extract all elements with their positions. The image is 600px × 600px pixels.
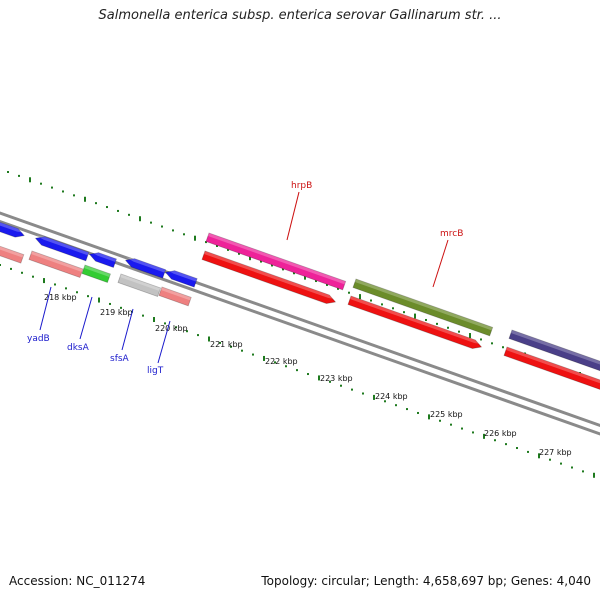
kbp-labels: 218 kbp 219 kbp 220 kbp 221 kbp 222 kbp 223 k…: [44, 293, 572, 457]
gene-lower-5-body: [158, 286, 192, 307]
gene-lower-4-body: [117, 273, 162, 298]
gene-lower-7[interactable]: [347, 295, 483, 351]
gene-lower-2-body: [28, 250, 84, 279]
gene-upper-5[interactable]: [164, 268, 198, 288]
genome-summary: Topology: circular; Length: 4,658,697 bp…: [261, 574, 591, 588]
kbp-label: 223 kbp: [320, 374, 353, 383]
gene-lower-1-shine: [0, 242, 24, 258]
gene-lower-3[interactable]: [81, 264, 111, 284]
gene-upper-3-body: [88, 252, 117, 269]
backbone-line-outer: [0, 211, 600, 428]
gene-lower-5-shine: [160, 287, 192, 301]
gene-upper-right-shine: [510, 330, 600, 367]
map-title: Salmonella enterica subsp. enterica sero…: [98, 8, 502, 23]
gene-upper-5-shine: [166, 269, 198, 282]
gene-lower-5[interactable]: [158, 286, 192, 307]
backbone-line-inner: [0, 219, 600, 436]
gene-label-leader: [286, 191, 300, 241]
gene-upper-4-body: [124, 258, 167, 279]
gene-label-dksA[interactable]: dksA: [67, 343, 90, 353]
gene-lower-1-body: [0, 241, 25, 264]
gene-upper-right-body: [508, 329, 600, 373]
gene-mrcB[interactable]: [352, 278, 494, 337]
gene-features: [0, 217, 600, 392]
gene-upper-3-shine: [90, 251, 117, 262]
gene-lower-8[interactable]: [503, 346, 600, 392]
gene-upper-4[interactable]: [124, 256, 167, 279]
backbone: [0, 211, 600, 436]
gene-lower-6[interactable]: [201, 250, 337, 306]
gene-upper-5-body: [164, 270, 198, 288]
kbp-label: 224 kbp: [375, 392, 408, 401]
gene-lower-4-shine: [119, 274, 161, 291]
gene-label-leader: [79, 296, 93, 340]
gene-lower-4[interactable]: [117, 273, 162, 298]
kbp-label: 218 kbp: [44, 293, 77, 302]
gene-upper-2-shine: [36, 235, 89, 256]
gene-labels: yadB dksA sfsA ligT hrpB mrcB: [27, 181, 463, 376]
gene-mrcB-shine: [354, 279, 493, 331]
gene-upper-right[interactable]: [508, 329, 600, 373]
gene-upper-1-shine: [0, 218, 26, 233]
gene-upper-3[interactable]: [88, 250, 117, 269]
gene-label-mrcB[interactable]: mrcB: [440, 229, 463, 239]
gene-lower-1[interactable]: [0, 241, 25, 264]
gene-lower-2[interactable]: [28, 250, 84, 279]
gene-label-ligT[interactable]: ligT: [147, 366, 164, 376]
gene-label-leader: [157, 320, 171, 364]
gene-lower-6-body: [201, 250, 337, 304]
gene-upper-1-body: [0, 217, 25, 238]
gene-lower-3-body: [81, 264, 111, 284]
gene-mrcB-body: [352, 278, 494, 337]
gene-label-leader: [39, 286, 52, 331]
gene-label-sfsA[interactable]: sfsA: [110, 354, 130, 364]
gene-upper-2[interactable]: [34, 234, 90, 262]
kbp-label: 226 kbp: [484, 429, 517, 438]
kbp-label: 227 kbp: [539, 448, 572, 457]
gene-lower-6-shine: [203, 251, 337, 300]
gene-hrpB-shine: [207, 233, 346, 285]
kbp-label: 219 kbp: [100, 308, 133, 317]
gene-label-leader: [121, 308, 134, 351]
gene-lower-7-shine: [349, 296, 483, 345]
gene-upper-4-shine: [126, 257, 166, 273]
gene-label-hrpB[interactable]: hrpB: [291, 181, 312, 191]
kbp-label: 225 kbp: [430, 410, 463, 419]
gene-lower-8-shine: [505, 347, 600, 386]
kbp-label: 220 kbp: [155, 324, 188, 333]
gene-upper-2-body: [34, 236, 90, 262]
accession-text: Accession: NC_011274: [9, 574, 146, 588]
gene-lower-7-body: [347, 295, 483, 349]
gene-label-leader: [432, 239, 449, 288]
gene-hrpB-body: [205, 232, 347, 291]
gene-label-yadB[interactable]: yadB: [27, 334, 50, 344]
gene-lower-2-shine: [30, 251, 83, 272]
kbp-label: 221 kbp: [210, 340, 243, 349]
gene-hrpB[interactable]: [205, 232, 347, 291]
gene-lower-3-shine: [83, 265, 111, 277]
gene-upper-1[interactable]: [0, 217, 26, 240]
kbp-label: 222 kbp: [265, 357, 298, 366]
gene-lower-8-body: [503, 346, 600, 392]
